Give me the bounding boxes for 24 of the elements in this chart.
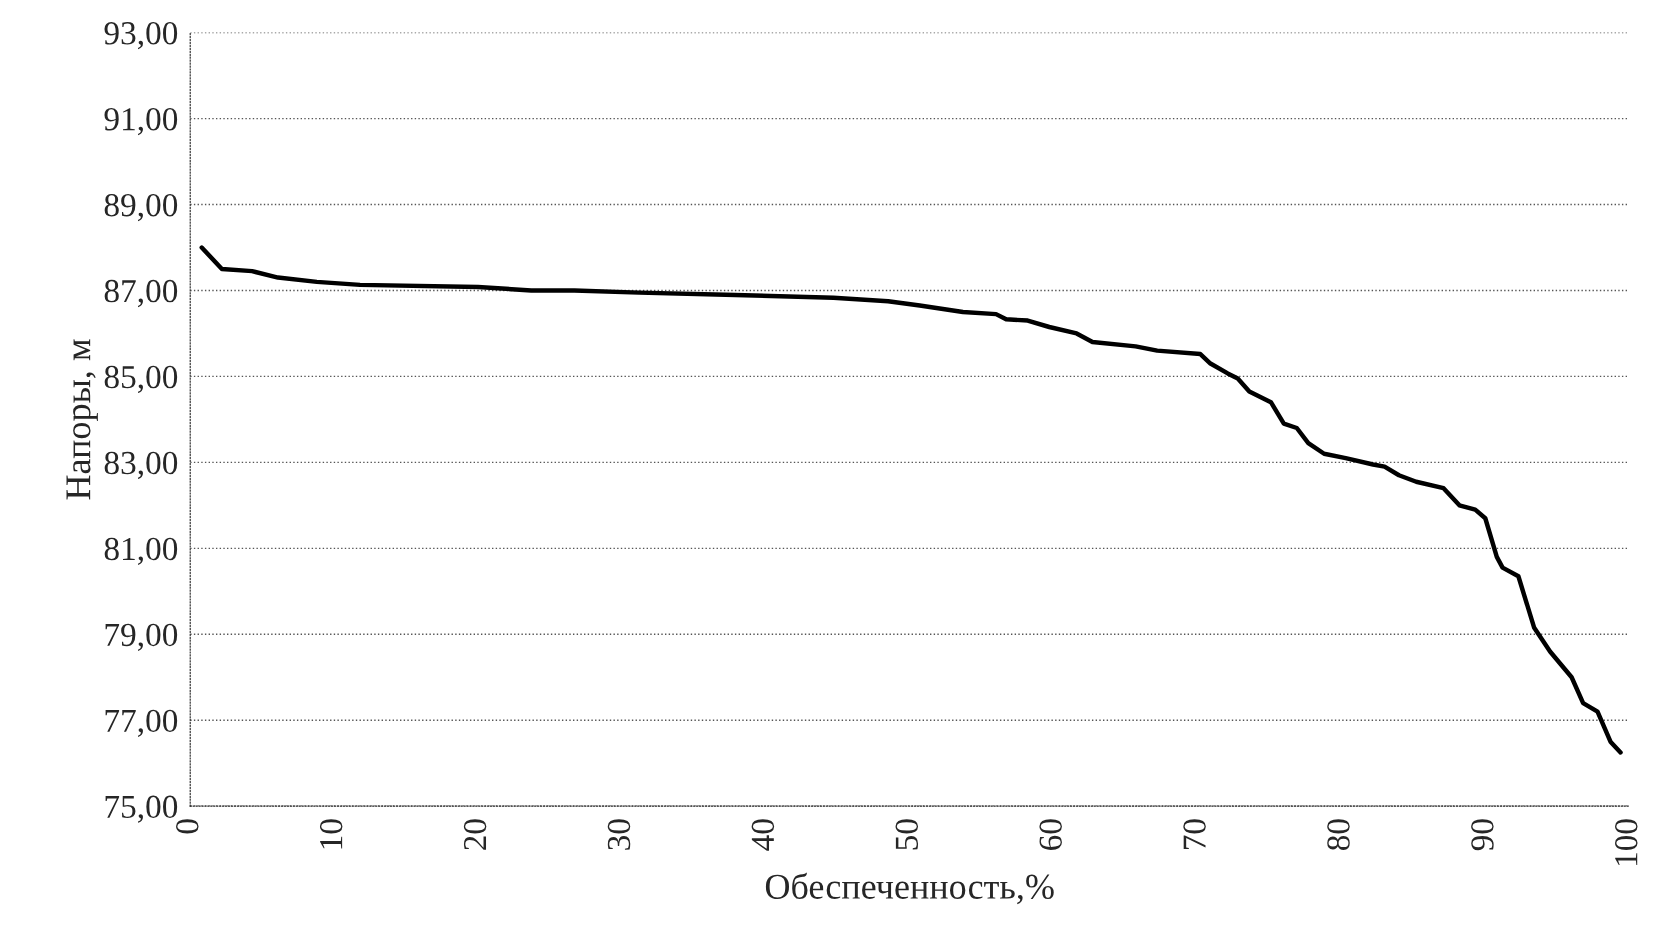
x-tick-label: 0 <box>176 819 199 834</box>
y-tick-label: 91,00 <box>104 107 178 136</box>
x-axis-title: Обеспеченность,% <box>765 872 1054 905</box>
x-tick-label: 70 <box>1183 819 1206 850</box>
x-tick-label: 60 <box>1039 819 1062 850</box>
y-tick-label: 89,00 <box>104 193 178 222</box>
y-tick-label: 81,00 <box>104 537 178 566</box>
x-tick-label: 90 <box>1471 819 1494 851</box>
x-tick-label: 80 <box>1327 819 1350 851</box>
y-tick-label: 87,00 <box>104 279 178 308</box>
x-tick-label: 100 <box>1615 819 1638 866</box>
y-axis-title: Напоры, м <box>66 339 98 500</box>
y-tick-label: 79,00 <box>105 623 178 651</box>
y-tick-label: 75,00 <box>105 795 178 823</box>
x-tick-label: 30 <box>607 819 631 850</box>
x-tick-label: 10 <box>319 819 343 849</box>
line-series <box>199 245 1623 755</box>
y-tick-label: 77,00 <box>105 709 178 737</box>
x-tick-label: 20 <box>463 819 487 850</box>
y-tick-label: 85,00 <box>104 365 178 394</box>
y-tick-label: 93,00 <box>104 22 178 50</box>
x-tick-label: 50 <box>895 819 919 850</box>
y-tick-label: 83,00 <box>104 451 178 480</box>
x-tick-label: 40 <box>751 819 775 851</box>
